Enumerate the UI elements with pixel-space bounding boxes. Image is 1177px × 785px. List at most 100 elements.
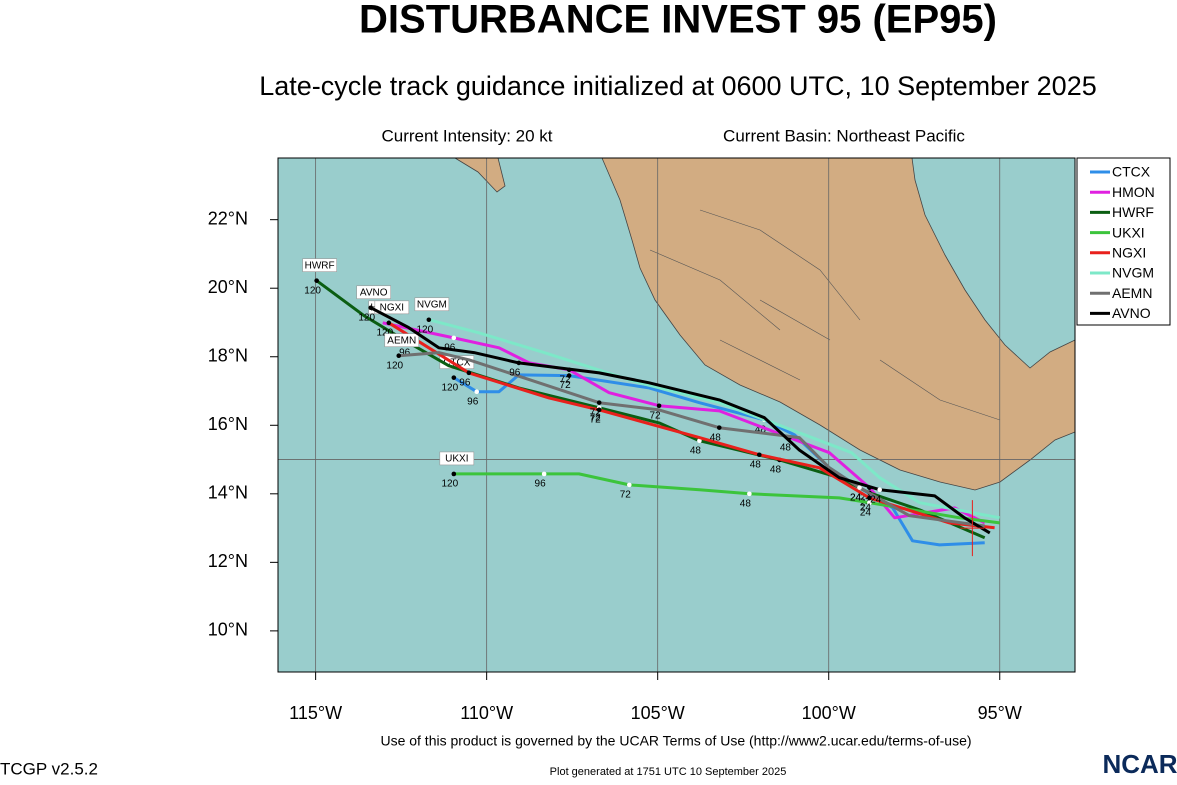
title: DISTURBANCE INVEST 95 (EP95) bbox=[359, 0, 997, 42]
hour-label: 48 bbox=[770, 465, 782, 476]
hour-label: 120 bbox=[386, 360, 403, 371]
track-point bbox=[314, 278, 319, 283]
legend-label: NGXI bbox=[1112, 245, 1146, 261]
hour-label: 96 bbox=[459, 377, 471, 388]
hour-label: 24 bbox=[870, 494, 882, 505]
legend-label: NVGM bbox=[1112, 265, 1154, 281]
x-tick-label: 100°W bbox=[802, 703, 856, 723]
track-name: AVNO bbox=[360, 287, 388, 298]
hour-label: 72 bbox=[649, 410, 661, 421]
track-point bbox=[451, 335, 457, 341]
track-line bbox=[388, 321, 995, 530]
track-name-box bbox=[439, 451, 475, 466]
track-point bbox=[867, 500, 872, 506]
hour-label: 48 bbox=[755, 424, 767, 435]
x-tick-label: 105°W bbox=[631, 703, 685, 723]
hour-label: 24 bbox=[850, 492, 862, 503]
track-point bbox=[386, 320, 392, 326]
y-tick-label: 22°N bbox=[208, 208, 248, 228]
track-point bbox=[857, 485, 862, 490]
track-point bbox=[396, 353, 402, 359]
hour-label: 24 bbox=[860, 507, 872, 518]
legend-label: HMON bbox=[1112, 184, 1155, 200]
track-name: CTCX bbox=[443, 357, 471, 368]
hour-label: 72 bbox=[560, 374, 572, 385]
track-name: AEMN bbox=[387, 335, 416, 346]
hour-label: 120 bbox=[417, 324, 434, 335]
x-tick-label: 110°W bbox=[460, 703, 513, 723]
y-tick-label: 16°N bbox=[208, 414, 248, 434]
hour-label: 24 bbox=[850, 492, 862, 503]
y-tick-label: 14°N bbox=[208, 483, 248, 503]
track-point bbox=[756, 452, 762, 458]
hour-label: 24 bbox=[860, 492, 872, 503]
legend-box bbox=[1076, 157, 1171, 326]
track-line bbox=[398, 351, 985, 528]
hour-label: 96 bbox=[509, 368, 521, 379]
legend-label: CTCX bbox=[1112, 164, 1151, 180]
track-point bbox=[596, 400, 602, 405]
hour-label: 120 bbox=[376, 327, 393, 338]
hour-label: 48 bbox=[740, 498, 752, 509]
tracks: 12096724824CTCX9672724824HMON12096724848… bbox=[302, 258, 1000, 557]
y-tick-label: 12°N bbox=[208, 551, 248, 571]
track-point bbox=[656, 403, 662, 409]
y-tick-label: 10°N bbox=[208, 620, 248, 640]
hour-label: 72 bbox=[620, 490, 632, 501]
track-name-box bbox=[414, 297, 450, 312]
track-point bbox=[566, 373, 572, 378]
track-name: UKXI bbox=[445, 454, 468, 465]
legend-label: AEMN bbox=[1112, 285, 1152, 301]
track-point bbox=[451, 471, 457, 477]
track-point bbox=[697, 438, 702, 444]
y-tick-label: 20°N bbox=[208, 277, 248, 297]
track-point bbox=[596, 407, 602, 413]
version: TCGP v2.5.2 bbox=[0, 759, 98, 778]
legend-label: AVNO bbox=[1112, 305, 1151, 321]
state-borders bbox=[649, 209, 1001, 421]
track-line bbox=[453, 472, 1000, 525]
track-name: HWRF bbox=[305, 260, 335, 271]
legend-label: HWRF bbox=[1112, 204, 1154, 220]
track-line bbox=[428, 318, 1000, 520]
track-point bbox=[867, 495, 872, 501]
hour-label: 48 bbox=[750, 459, 762, 470]
track-point bbox=[426, 317, 432, 323]
track-point bbox=[466, 370, 472, 376]
x-tick-label: 115°W bbox=[289, 703, 342, 723]
track-point bbox=[716, 425, 722, 430]
hour-label: 120 bbox=[441, 479, 458, 490]
track-name-box bbox=[356, 285, 391, 300]
track-point bbox=[747, 491, 752, 497]
hour-label: 48 bbox=[690, 445, 702, 456]
grid bbox=[278, 158, 1075, 672]
track-point bbox=[541, 471, 547, 477]
legend: CTCX HMON HWRF UKXI NGXI NVGM AEMN AVNO bbox=[1076, 157, 1171, 326]
hour-label: 120 bbox=[304, 285, 321, 296]
generated: Plot generated at 1751 UTC 10 September … bbox=[550, 766, 787, 778]
logo: NCAR bbox=[1102, 749, 1177, 779]
track-point bbox=[626, 482, 632, 488]
intensity: Current Intensity: 20 kt bbox=[381, 126, 552, 145]
track-name-box bbox=[384, 333, 420, 348]
track-point bbox=[368, 305, 373, 311]
hour-label: 96 bbox=[467, 396, 479, 407]
hour-label: 48 bbox=[710, 432, 722, 443]
track-point bbox=[451, 375, 457, 380]
track-point bbox=[516, 360, 522, 366]
current-position bbox=[960, 500, 985, 557]
x-tick-label: 95°W bbox=[978, 703, 1022, 723]
subtitle: Late-cycle track guidance initialized at… bbox=[259, 71, 1096, 101]
hour-label: 72 bbox=[590, 407, 602, 418]
track-name-box bbox=[374, 300, 410, 315]
terms: Use of this product is governed by the U… bbox=[380, 733, 971, 749]
track-line bbox=[382, 321, 986, 525]
y-tick-label: 18°N bbox=[208, 345, 248, 365]
hour-label: 96 bbox=[399, 347, 411, 358]
hour-label: 72 bbox=[590, 415, 602, 426]
basin: Current Basin: Northeast Pacific bbox=[723, 126, 965, 145]
legend-label: UKXI bbox=[1112, 224, 1145, 240]
hour-label: 24 bbox=[860, 503, 872, 514]
track-point bbox=[877, 487, 882, 493]
